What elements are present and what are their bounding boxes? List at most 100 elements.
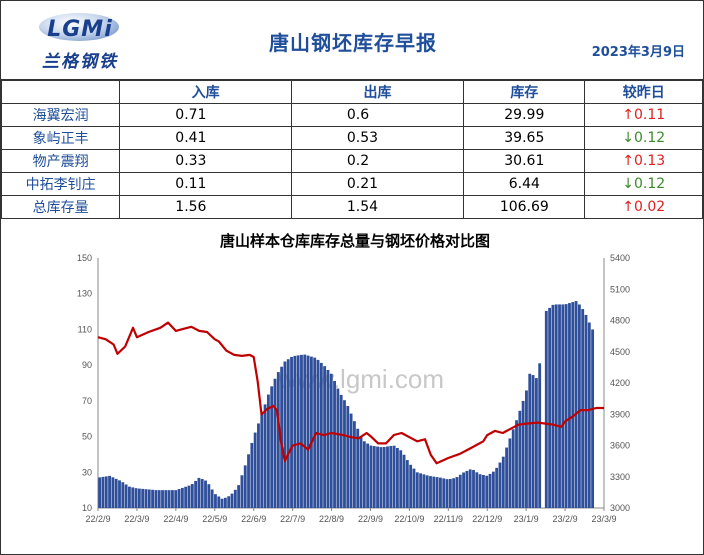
y-left-tick-label: 90 — [82, 360, 92, 370]
inventory-bar — [534, 378, 538, 508]
logo-globe — [39, 13, 119, 41]
inventory-bar — [174, 490, 178, 508]
row-out: 0.53 — [290, 126, 465, 150]
inventory-bar — [366, 443, 370, 508]
inventory-bar — [564, 304, 568, 508]
inventory-bar — [200, 479, 204, 508]
inventory-table: 入库 出库 库存 较昨日 海翼宏润 0.71 0.6 29.99 ↑0.11 象屿正丰 0.… — [0, 80, 703, 219]
y-right-tick-label: 5400 — [610, 253, 630, 263]
inventory-bar — [154, 490, 158, 508]
inventory-bar — [359, 436, 363, 508]
inventory-bar — [419, 473, 422, 508]
table-row: 总库存量 1.56 1.54 106.69 ↑0.02 — [0, 195, 703, 219]
row-out: 0.6 — [290, 103, 465, 127]
inventory-bar — [525, 390, 528, 508]
y-left-tick-label: 50 — [82, 432, 92, 442]
x-tick-label: 23/1/9 — [514, 514, 539, 524]
inventory-bar — [180, 487, 184, 508]
row-in: 0.11 — [119, 172, 292, 196]
inventory-bar — [260, 414, 264, 508]
inventory-bar — [309, 356, 313, 508]
inventory-bar — [448, 478, 452, 508]
inventory-bar — [227, 496, 231, 508]
report-header: LGMi 兰格钢铁 唐山钢坯库存早报 2023年3月9日 — [1, 1, 703, 80]
x-tick-label: 23/3/9 — [591, 514, 616, 524]
inventory-bar — [273, 378, 277, 508]
inventory-bar — [161, 490, 164, 508]
inventory-bar — [276, 372, 280, 508]
inventory-bar — [223, 497, 227, 508]
inventory-bar — [121, 482, 125, 508]
inventory-bar — [144, 489, 148, 508]
inventory-bar — [452, 478, 456, 508]
row-stock: 39.65 — [463, 126, 586, 150]
inventory-bar — [528, 373, 532, 508]
inventory-bar — [429, 476, 432, 508]
y-right-tick-label: 4500 — [610, 347, 630, 357]
inventory-bar — [101, 476, 105, 508]
inventory-bar — [402, 454, 406, 508]
inventory-bar — [147, 489, 151, 508]
x-tick-label: 22/7/9 — [280, 514, 305, 524]
inventory-bar — [243, 465, 247, 508]
inventory-bar — [207, 484, 211, 508]
inventory-bar — [379, 447, 383, 508]
price-line — [97, 321, 604, 465]
inventory-bar — [439, 477, 442, 508]
inventory-bar — [336, 388, 340, 508]
inventory-bar — [551, 304, 555, 508]
inventory-bar — [171, 490, 174, 508]
x-tick-label: 22/12/9 — [472, 514, 502, 524]
inventory-bar — [114, 478, 118, 508]
inventory-bar — [286, 359, 290, 508]
row-change: ↓0.12 — [584, 172, 703, 196]
inventory-bar — [482, 474, 485, 508]
inventory-bar — [194, 480, 198, 508]
inventory-bar — [372, 446, 376, 508]
inventory-bar — [491, 471, 495, 508]
row-stock: 106.69 — [463, 195, 586, 219]
inventory-bar — [478, 474, 482, 508]
logo-subtitle: 兰格钢铁 — [42, 52, 118, 72]
inventory-bar — [263, 404, 267, 508]
y-left-tick-label: 110 — [78, 324, 92, 334]
inventory-bar — [409, 464, 413, 508]
inventory-bar — [425, 475, 429, 508]
inventory-bar — [333, 380, 336, 508]
row-out: 0.21 — [290, 172, 465, 196]
inventory-bar — [197, 477, 201, 508]
inventory-bar — [233, 489, 237, 508]
inventory-bar — [548, 307, 552, 508]
inventory-bar — [131, 487, 135, 508]
inventory-bar — [445, 479, 449, 508]
inventory-bar — [432, 476, 436, 508]
x-tick-label: 22/9/9 — [358, 514, 383, 524]
inventory-bar — [349, 413, 353, 508]
inventory-bar — [369, 445, 373, 508]
inventory-bar — [362, 441, 366, 508]
inventory-bar — [177, 489, 181, 508]
inventory-bar — [462, 472, 466, 508]
inventory-bar — [300, 354, 303, 508]
row-in: 1.56 — [119, 195, 292, 219]
inventory-bar — [472, 469, 475, 508]
inventory-bar — [465, 470, 469, 508]
inventory-bar — [346, 405, 350, 508]
inventory-bar — [468, 469, 472, 508]
inventory-bar — [511, 429, 515, 508]
col-header-name — [0, 80, 121, 104]
y-right-tick-label: 4200 — [610, 378, 630, 388]
row-name: 中拓李钊庄 — [0, 172, 121, 196]
inventory-bar — [293, 355, 297, 508]
inventory-bar — [584, 314, 588, 508]
report-date: 2023年3月9日 — [591, 45, 685, 60]
inventory-bar — [422, 474, 426, 508]
inventory-bar — [326, 369, 330, 508]
inventory-bar — [581, 309, 585, 508]
inventory-bar — [515, 420, 518, 508]
inventory-bar — [442, 478, 446, 508]
row-change: ↓0.12 — [584, 126, 703, 150]
row-change: ↑0.13 — [584, 149, 703, 173]
inventory-bar — [141, 488, 145, 508]
y-right-tick-label: 3600 — [610, 441, 630, 451]
